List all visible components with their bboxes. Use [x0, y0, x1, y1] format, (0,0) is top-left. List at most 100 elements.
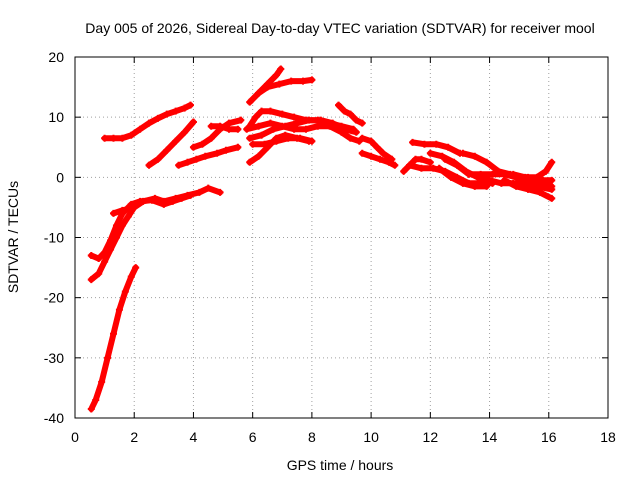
data-point [358, 119, 366, 127]
data-point [136, 125, 144, 133]
data-point [512, 182, 520, 190]
series-arc-6 [145, 118, 197, 169]
data-point [346, 110, 354, 118]
x-tick-label: 14 [482, 429, 498, 445]
data-point [101, 258, 109, 266]
x-tick-label: 4 [190, 429, 198, 445]
series-arc-24 [435, 164, 491, 190]
data-point [284, 134, 292, 142]
data-point [163, 110, 171, 118]
y-tick-label: -10 [44, 230, 64, 246]
data-point [548, 194, 556, 202]
data-point [290, 125, 298, 133]
data-point [500, 176, 508, 184]
data-point [154, 114, 162, 122]
series-arc-7 [175, 143, 242, 169]
series-arc-28 [500, 176, 556, 202]
data-point [95, 270, 103, 278]
data-point [216, 122, 224, 130]
data-point [429, 164, 437, 172]
data-point [536, 188, 544, 196]
data-point [263, 83, 271, 91]
x-tick-label: 16 [541, 429, 557, 445]
data-point [225, 119, 233, 127]
series-arc-11 [255, 76, 316, 97]
data-point [87, 276, 95, 284]
x-tick-label: 10 [363, 429, 379, 445]
data-point [477, 170, 485, 178]
data-point [192, 155, 200, 163]
data-point [340, 107, 348, 115]
data-point [249, 140, 257, 148]
data-point [169, 197, 177, 205]
data-point [87, 405, 95, 413]
series-arc-1 [87, 264, 140, 413]
data-point [272, 137, 280, 145]
data-point [127, 131, 135, 139]
data-point [237, 116, 245, 124]
data-point [145, 119, 153, 127]
data-point [222, 146, 230, 154]
x-tick-label: 12 [423, 429, 439, 445]
data-point [207, 134, 215, 142]
data-point [483, 158, 491, 166]
series-arc-4 [109, 203, 138, 217]
data-point [486, 176, 494, 184]
data-point [160, 200, 168, 208]
data-point [195, 188, 203, 196]
data-point [447, 173, 455, 181]
data-point [524, 185, 532, 193]
series-arc-16 [243, 119, 363, 145]
data-point [201, 152, 209, 160]
data-point [326, 122, 334, 130]
data-point [548, 176, 556, 184]
data-point [175, 161, 183, 169]
data-point [367, 137, 375, 145]
series-line [246, 117, 360, 142]
data-point [346, 134, 354, 142]
data-point [112, 221, 120, 229]
data-point [154, 155, 162, 163]
data-point [435, 164, 443, 172]
data-point [107, 237, 115, 245]
data-point [132, 264, 140, 272]
data-plot-area [87, 65, 556, 413]
data-point [118, 206, 126, 214]
data-point [417, 164, 425, 172]
data-point [376, 155, 384, 163]
data-point [406, 161, 414, 169]
data-point [127, 273, 135, 281]
data-point [302, 125, 310, 133]
data-point [98, 378, 106, 386]
data-point [148, 196, 156, 204]
data-point [494, 167, 502, 175]
data-point [255, 152, 263, 160]
data-point [277, 65, 285, 73]
data-point [305, 116, 313, 124]
data-point [308, 137, 316, 145]
data-point [181, 104, 189, 112]
data-point [186, 191, 194, 199]
data-point [145, 161, 153, 169]
data-point [92, 396, 100, 404]
data-point [278, 110, 286, 118]
data-point [548, 185, 556, 193]
data-point [465, 170, 473, 178]
data-point [314, 122, 322, 130]
data-point [483, 182, 491, 190]
data-point [109, 209, 117, 217]
data-point [296, 134, 304, 142]
data-point [204, 184, 212, 192]
series-arc-19 [358, 149, 399, 169]
data-point [246, 98, 254, 106]
data-point [400, 167, 408, 175]
x-tick-label: 8 [308, 429, 316, 445]
data-point [308, 76, 316, 84]
data-point [109, 134, 117, 142]
data-point [87, 252, 95, 260]
y-tick-label: 10 [48, 109, 64, 125]
y-tick-label: -40 [44, 410, 64, 426]
y-tick-label: 20 [48, 49, 64, 65]
data-point [189, 143, 197, 151]
